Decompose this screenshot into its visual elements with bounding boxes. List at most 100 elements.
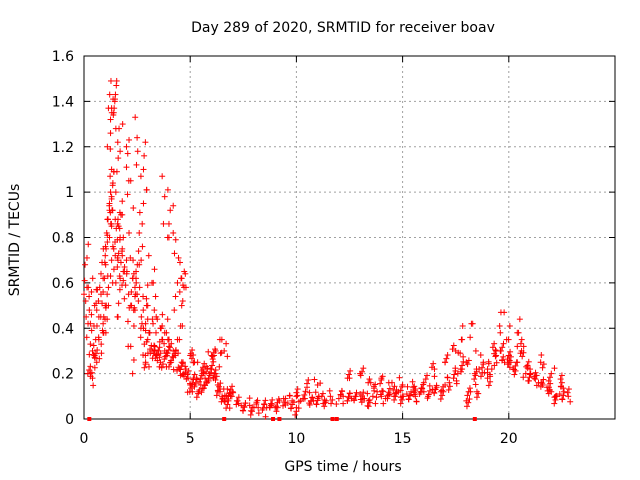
data-point [86, 293, 93, 300]
data-point [153, 313, 160, 320]
data-point [120, 268, 127, 275]
data-point [179, 360, 186, 367]
data-point [151, 347, 158, 354]
data-point [125, 343, 132, 350]
data-point [87, 320, 94, 327]
data-point [516, 316, 523, 323]
data-point [104, 143, 111, 150]
data-point [533, 372, 540, 379]
data-point [370, 383, 377, 390]
data-point [102, 316, 109, 323]
data-point [420, 379, 427, 386]
data-point [171, 307, 178, 314]
zero-marker [472, 417, 477, 421]
data-point [465, 388, 472, 395]
data-point [147, 346, 154, 353]
data-point [119, 252, 126, 259]
data-point [507, 353, 514, 360]
data-point [164, 316, 171, 323]
data-point [484, 366, 491, 373]
data-point [377, 391, 384, 398]
data-point [138, 257, 145, 264]
data-point [385, 389, 392, 396]
data-point [202, 375, 209, 382]
data-point [322, 399, 329, 406]
data-point [431, 373, 438, 380]
data-point [115, 250, 122, 257]
data-point [98, 341, 105, 348]
data-point [507, 348, 514, 355]
data-point [125, 177, 132, 184]
data-point [506, 322, 513, 329]
data-point [196, 378, 203, 385]
data-point [143, 186, 150, 193]
data-point [139, 243, 146, 250]
data-point [548, 370, 555, 377]
data-point [345, 393, 352, 400]
data-point [96, 355, 103, 362]
data-point [425, 391, 432, 398]
data-point [177, 366, 184, 373]
data-point [392, 390, 399, 397]
data-point [312, 389, 319, 396]
data-point [468, 320, 475, 327]
data-point [121, 263, 128, 270]
data-point [360, 365, 367, 372]
data-point [500, 353, 507, 360]
data-point [287, 405, 294, 412]
data-point [496, 322, 503, 329]
data-point [560, 392, 567, 399]
data-point [391, 396, 398, 403]
data-point [144, 350, 151, 357]
data-point [412, 387, 419, 394]
data-point [142, 327, 149, 334]
data-point [553, 392, 560, 399]
data-point [134, 148, 141, 155]
data-point [304, 380, 311, 387]
data-point [235, 400, 242, 407]
x-tick-label: 0 [80, 431, 89, 447]
data-point [151, 266, 158, 273]
data-point [410, 391, 417, 398]
data-point [138, 313, 145, 320]
data-point [457, 366, 464, 373]
data-point [465, 399, 472, 406]
data-point [185, 375, 192, 382]
y-tick-label: 0.8 [52, 231, 74, 247]
data-point [88, 327, 95, 334]
data-point [142, 139, 149, 146]
data-point [422, 376, 429, 383]
data-point [408, 388, 415, 395]
data-point [321, 403, 328, 410]
data-point [431, 389, 438, 396]
data-point [93, 286, 100, 293]
data-point [217, 380, 224, 387]
data-point [440, 383, 447, 390]
data-point [360, 389, 367, 396]
data-point [134, 261, 141, 268]
data-points [81, 77, 574, 421]
data-point [145, 252, 152, 259]
data-point [524, 362, 531, 369]
data-point [557, 376, 564, 383]
data-point [86, 307, 93, 314]
data-point [172, 236, 179, 243]
data-point [116, 209, 123, 216]
data-point [517, 340, 524, 347]
data-point [136, 209, 143, 216]
data-point [558, 379, 565, 386]
data-point [142, 361, 149, 368]
y-tick-label: 0 [65, 412, 74, 428]
data-point [89, 275, 96, 282]
data-point [137, 173, 144, 180]
data-point [373, 394, 380, 401]
data-point [88, 369, 95, 376]
data-point [111, 105, 118, 112]
data-point [340, 400, 347, 407]
data-point [99, 300, 106, 307]
data-point [84, 370, 91, 377]
data-point [86, 366, 93, 373]
data-point [109, 182, 116, 189]
data-point [151, 342, 158, 349]
data-point [453, 377, 460, 384]
